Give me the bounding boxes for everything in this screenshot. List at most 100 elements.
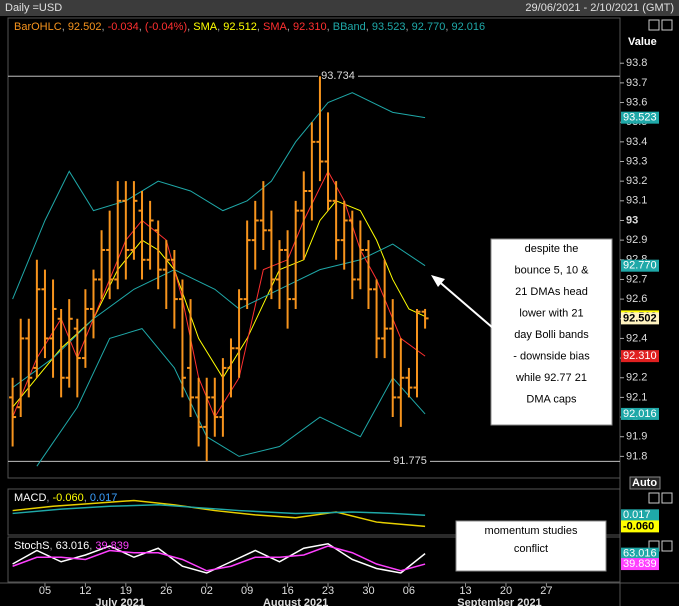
price-badge xyxy=(621,259,659,272)
y-tick-label: 92.2 xyxy=(626,372,647,384)
legend-name: BarOHLC xyxy=(14,21,62,33)
header-title: Daily =USD xyxy=(5,2,62,14)
panel-button[interactable] xyxy=(661,492,673,504)
legend-sep: , xyxy=(89,540,95,552)
price-badge-label: 92.016 xyxy=(623,408,657,420)
indicator-line xyxy=(12,499,426,528)
legend-value: 39.839 xyxy=(95,540,129,552)
annotation-text: lower with 21 xyxy=(519,307,583,319)
y-tick-label: 93.3 xyxy=(626,155,647,167)
annotation-text: conflict xyxy=(514,543,548,555)
legend-sep: , xyxy=(445,21,451,33)
legend-sep: , xyxy=(187,21,193,33)
extreme-label: 93.734 xyxy=(321,70,355,82)
indicator-line xyxy=(12,545,426,572)
legend-value: -0.060 xyxy=(53,492,84,504)
legend-sep: , xyxy=(287,21,293,33)
price-badge xyxy=(621,407,659,420)
price-badge-label: 92.770 xyxy=(623,260,657,272)
legend-sep: , xyxy=(257,21,263,33)
x-tick-label: 09 xyxy=(241,585,253,597)
legend-name: SMA xyxy=(263,21,288,33)
auto-button-label: Auto xyxy=(632,477,657,489)
panels xyxy=(0,17,679,606)
panel-button[interactable] xyxy=(648,492,660,504)
y-tick-label: 92.1 xyxy=(626,391,647,403)
panel-button[interactable] xyxy=(661,19,673,31)
y-tick-label: 93.2 xyxy=(626,175,647,187)
x-tick-label: 30 xyxy=(362,585,374,597)
x-tick-label: 02 xyxy=(201,585,213,597)
price-badge-label: 63.016 xyxy=(623,548,657,560)
month-label: July 2021 xyxy=(95,597,145,606)
legend-sep: , xyxy=(101,21,107,33)
legend-name: MACD xyxy=(14,492,46,504)
y-tick-label: 93.7 xyxy=(626,77,647,89)
arrow-shaft xyxy=(435,278,494,329)
extreme-label: 91.775 xyxy=(393,455,427,467)
auto-button[interactable] xyxy=(629,476,661,490)
price-badge xyxy=(621,350,659,363)
price-badge-label: 39.839 xyxy=(623,558,657,570)
legend-value: 63.016 xyxy=(56,540,90,552)
panel-button[interactable] xyxy=(648,19,660,31)
annotation-box xyxy=(490,238,613,426)
legend: MACD, -0.060, 0.017 xyxy=(14,492,117,504)
legend-sep: , xyxy=(139,21,145,33)
legend-value: 0.017 xyxy=(90,492,118,504)
price-badge-label: 92.310 xyxy=(623,350,657,362)
price-badge xyxy=(621,509,659,522)
indicator-line xyxy=(36,328,426,467)
y-tick-label: 93.4 xyxy=(626,136,647,148)
y-tick-label: 92.6 xyxy=(626,293,647,305)
legend-name: StochS xyxy=(14,540,49,552)
extreme-bg xyxy=(318,69,358,83)
y-tick-label: 92.9 xyxy=(626,234,647,246)
price-badge xyxy=(621,520,659,533)
x-tick-label: 27 xyxy=(540,585,552,597)
indicator-line xyxy=(12,243,426,388)
annotation-text: bounce 5, 10 & xyxy=(514,264,589,276)
legend-value: (-0.04%) xyxy=(145,21,187,33)
header-bar xyxy=(0,0,679,16)
y-tick-label: 93.6 xyxy=(626,96,647,108)
x-tick-label: 16 xyxy=(281,585,293,597)
legend-sep: , xyxy=(84,492,90,504)
price-badge-label: 0.017 xyxy=(623,509,651,521)
legend-sep: , xyxy=(46,492,52,504)
price-badge xyxy=(621,312,659,325)
legend-name: SMA xyxy=(193,21,218,33)
panel-button[interactable] xyxy=(661,540,673,552)
annotation-text: despite the xyxy=(525,243,579,255)
price-badge-label: 93.523 xyxy=(623,112,657,124)
legend-sep: , xyxy=(217,21,223,33)
month-label: August 2021 xyxy=(263,597,328,606)
x-tick-label: 26 xyxy=(160,585,172,597)
legend-sep: , xyxy=(327,21,333,33)
price-badge xyxy=(621,558,659,571)
price-badge xyxy=(621,111,659,124)
legend-value: -0.034 xyxy=(108,21,139,33)
indicator-line xyxy=(12,200,426,408)
legend-sep: , xyxy=(406,21,412,33)
x-tick-label: 06 xyxy=(403,585,415,597)
x-tick-label: 20 xyxy=(500,585,512,597)
y-tick-label: 93.1 xyxy=(626,195,647,207)
annotation-text: DMA caps xyxy=(526,393,577,405)
legend: StochS, 63.016, 39.839 xyxy=(14,540,129,552)
y-tick-label: 93 xyxy=(626,214,638,226)
price-badge-label: 92.502 xyxy=(623,312,657,324)
y-tick-label: 92.4 xyxy=(626,332,647,344)
y-tick-label: 92.7 xyxy=(626,273,647,285)
indicator-line xyxy=(12,92,426,300)
axis-title: Value xyxy=(628,36,657,48)
legend-name: BBand xyxy=(333,21,366,33)
month-label: September 2021 xyxy=(457,597,541,606)
y-tick-label: 91.9 xyxy=(626,431,647,443)
annotation-text: day Bolli bands xyxy=(514,329,589,341)
legend-sep: , xyxy=(366,21,372,33)
header-range: 29/06/2021 - 2/10/2021 (GMT) xyxy=(525,2,674,14)
price-badge-label: -0.060 xyxy=(623,520,654,532)
x-tick-label: 23 xyxy=(322,585,334,597)
